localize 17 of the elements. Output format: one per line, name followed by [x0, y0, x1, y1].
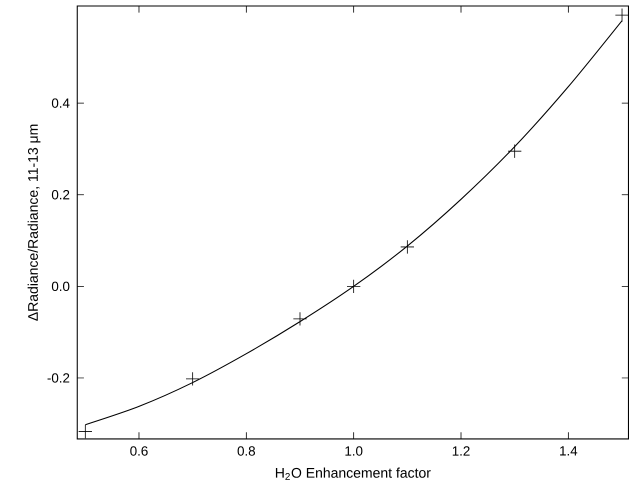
y-tick-label: -0.2	[48, 374, 70, 383]
x-tick-label: 0.8	[238, 446, 256, 456]
x-tick-label: 1.0	[345, 446, 362, 456]
point	[346, 280, 361, 294]
x-tick-label: 0.6	[130, 446, 148, 456]
x-tick-label: 1.2	[452, 446, 470, 456]
point	[400, 240, 414, 254]
x-axis-title: H$_{2}$O Enhancement factor	[276, 468, 431, 480]
y-tick-label: 0.4	[52, 98, 70, 108]
point	[292, 312, 308, 326]
y-tick-label: 0.0	[52, 282, 70, 292]
y-tick-label: 0.2	[52, 190, 70, 200]
x-tick-label: 1.4	[560, 446, 578, 456]
point	[508, 144, 522, 159]
point	[186, 372, 200, 386]
point	[78, 424, 92, 439]
y-axis-title: ΔRadiance/Radiance, 11-13 μm	[28, 124, 40, 322]
